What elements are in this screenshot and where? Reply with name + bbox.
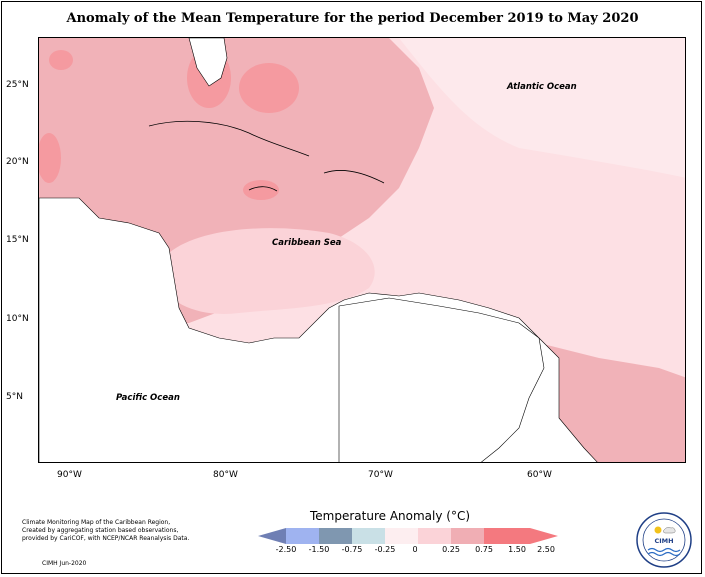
- land-jamaica: [248, 186, 278, 192]
- legend-tick-0: -2.50: [275, 545, 297, 554]
- land-florida: [188, 38, 228, 87]
- map-title: Anomaly of the Mean Temperature for the …: [66, 11, 639, 26]
- map-panel: [38, 37, 686, 463]
- legend-swatch-6: [451, 528, 484, 544]
- land-cuba: [148, 120, 310, 157]
- legend-swatch-3: [352, 528, 385, 544]
- legend-tick-2: -0.75: [341, 545, 363, 554]
- anomaly-blob-jamaica: [243, 180, 279, 200]
- label-atlantic-ocean: Atlantic Ocean: [507, 82, 577, 92]
- land-hispaniola: [323, 170, 385, 184]
- anomaly-field-atlantic-pale: [399, 38, 685, 178]
- legend-tick-7: 1.50: [508, 545, 526, 554]
- cloud-icon: [662, 527, 676, 534]
- legend-swatch-4: [385, 528, 418, 544]
- lon-label-60: 60°W: [527, 470, 552, 480]
- lat-label-25: 25°N: [6, 80, 29, 90]
- label-pacific-ocean: Pacific Ocean: [116, 393, 180, 403]
- legend-swatch-0: [258, 528, 286, 544]
- logo-text: CIMH: [654, 537, 673, 545]
- credits-text: Climate Monitoring Map of the Caribbean …: [22, 519, 190, 542]
- anomaly-blob-gulf: [49, 50, 73, 70]
- anomaly-field-caribbean-pale: [159, 228, 375, 314]
- lon-label-80: 80°W: [213, 470, 238, 480]
- lat-label-5: 5°N: [6, 392, 23, 402]
- legend-swatch-7: [484, 528, 530, 544]
- legend-tick-5: 0.25: [442, 545, 460, 554]
- wave-icon: [647, 547, 681, 553]
- anomaly-map: [39, 38, 685, 462]
- cimh-logo: CIMH: [636, 512, 692, 568]
- lon-label-90: 90°W: [57, 470, 82, 480]
- lat-label-10: 10°N: [6, 314, 29, 324]
- lat-label-15: 15°N: [6, 235, 29, 245]
- anomaly-blob-yucatan: [39, 133, 61, 183]
- lon-label-70: 70°W: [368, 470, 393, 480]
- legend-swatch-5: [418, 528, 451, 544]
- legend-tick-6: 0.75: [475, 545, 493, 554]
- anomaly-blob-bahamas: [239, 63, 299, 113]
- legend-colorbar: [258, 528, 558, 544]
- legend-swatch-8: [530, 528, 558, 544]
- legend-swatch-2: [319, 528, 352, 544]
- legend-tick-4: 0: [412, 545, 418, 554]
- legend-tick-8: 2.50: [537, 545, 555, 554]
- lat-label-20: 20°N: [6, 157, 29, 167]
- legend-swatch-1: [286, 528, 319, 544]
- anomaly-field-sa: [519, 338, 685, 462]
- land-south-america: [338, 297, 545, 462]
- legend-title: Temperature Anomaly (°C): [310, 509, 471, 523]
- sun-icon: [654, 526, 662, 534]
- legend-tick-3: -0.25: [374, 545, 396, 554]
- label-caribbean-sea: Caribbean Sea: [272, 238, 342, 248]
- credits-date: CIMH Jun-2020: [42, 560, 87, 567]
- legend-tick-1: -1.50: [308, 545, 330, 554]
